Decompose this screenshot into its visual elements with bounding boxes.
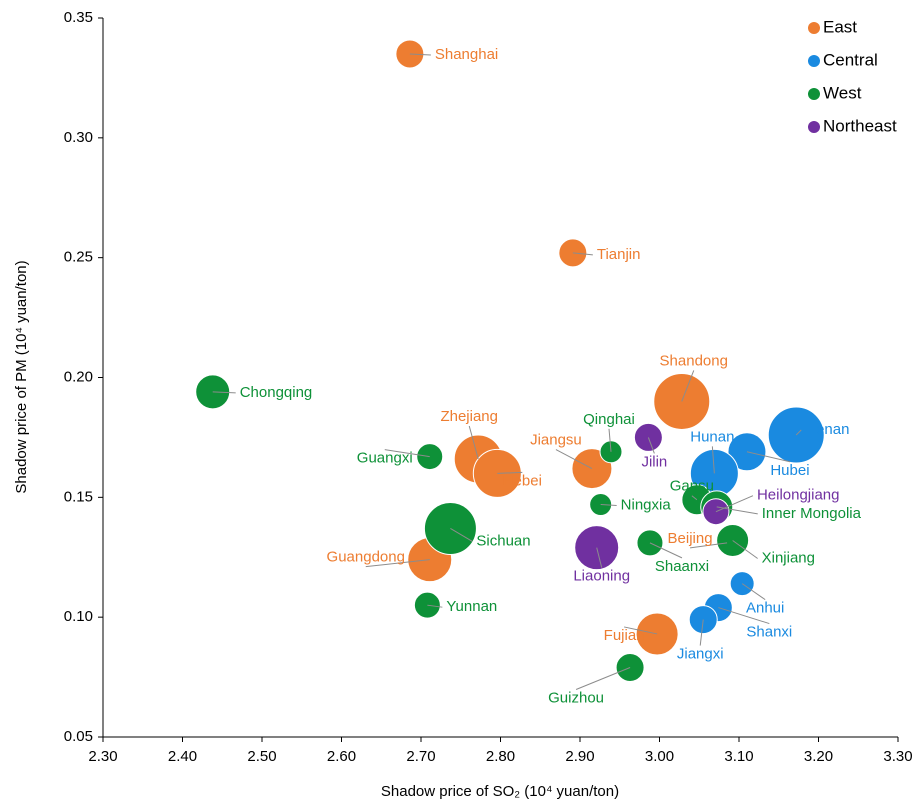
leader-line: [497, 471, 523, 474]
leader-line: [427, 604, 443, 608]
legend-marker: [808, 22, 820, 34]
point-label: Qinghai: [583, 411, 635, 428]
bubble: [702, 498, 730, 526]
point-label: Liaoning: [573, 568, 630, 585]
point-label: Anhui: [746, 600, 784, 617]
point-label: Ningxia: [621, 496, 672, 513]
leader-line: [690, 542, 728, 549]
leader-line: [212, 391, 236, 394]
leader-line: [608, 428, 612, 452]
x-tick-label: 3.00: [645, 748, 674, 765]
leader-line: [624, 626, 658, 635]
point-label: Guangdong: [327, 549, 405, 566]
x-tick-label: 3.30: [883, 748, 912, 765]
leader-line: [711, 446, 715, 474]
y-tick-label: 0.10: [64, 608, 93, 625]
point-label: Shaanxi: [655, 558, 709, 575]
point-label: Hubei: [770, 462, 809, 479]
point-label: Tianjin: [597, 246, 641, 263]
y-tick-label: 0.35: [64, 9, 93, 26]
legend-label: East: [823, 17, 857, 36]
point-label: Jiangxi: [677, 646, 724, 663]
x-tick-label: 2.90: [565, 748, 594, 765]
x-tick-label: 2.70: [406, 748, 435, 765]
point-label: Yunnan: [446, 598, 497, 615]
point-label: Heilongjiang: [757, 487, 840, 504]
point-label: Guizhou: [548, 689, 604, 706]
legend-marker: [808, 121, 820, 133]
point-label: Xinjiang: [762, 549, 815, 566]
point-label: Sichuan: [476, 532, 530, 549]
leader-line: [699, 619, 704, 646]
leader-line: [365, 559, 430, 568]
leader-line: [691, 495, 698, 501]
legend-marker: [808, 88, 820, 100]
point-label: Gansu: [670, 478, 714, 495]
leader-line: [715, 495, 754, 513]
point-label: Guangxi: [357, 450, 413, 467]
point-label: Fujian: [604, 627, 645, 644]
leader-line: [468, 425, 479, 460]
y-tick-label: 0.05: [64, 728, 93, 745]
leader-line: [741, 583, 766, 601]
leader-line: [384, 449, 430, 458]
x-tick-label: 2.80: [486, 748, 515, 765]
x-tick-label: 3.10: [724, 748, 753, 765]
x-tick-label: 2.40: [168, 748, 197, 765]
point-label: Chongqing: [240, 384, 313, 401]
point-label: Shanghai: [435, 46, 498, 63]
leader-line: [575, 667, 631, 690]
point-label: Jilin: [641, 453, 667, 470]
leader-line: [555, 449, 593, 470]
legend-label: West: [823, 83, 862, 102]
y-tick-label: 0.15: [64, 488, 93, 505]
legend-marker: [808, 55, 820, 67]
y-tick-label: 0.25: [64, 249, 93, 266]
leader-line: [746, 451, 791, 463]
leader-line: [572, 252, 593, 256]
x-axis-title: Shadow price of SO₂ (10⁴ yuan/ton): [381, 783, 619, 800]
leader-line: [409, 53, 431, 56]
y-axis-title: Shadow price of PM (10⁴ yuan/ton): [13, 260, 30, 493]
point-label: Henan: [805, 421, 849, 438]
point-label: Hebei: [503, 472, 542, 489]
x-tick-label: 2.60: [327, 748, 356, 765]
point-label: Zhejiang: [440, 408, 498, 425]
leader-line: [647, 437, 655, 454]
point-label: Shandong: [660, 352, 728, 369]
leader-line: [450, 528, 473, 542]
point-label: Hunan: [690, 428, 734, 445]
leader-line: [596, 547, 603, 568]
leader-line: [795, 429, 802, 436]
point-label: Beijing: [668, 530, 713, 547]
leader-line: [681, 370, 695, 402]
legend-label: Northeast: [823, 116, 897, 135]
point-label: Inner Mongolia: [762, 505, 862, 522]
leader-line: [732, 540, 758, 559]
x-tick-label: 2.50: [247, 748, 276, 765]
y-tick-label: 0.30: [64, 129, 93, 146]
x-tick-label: 2.30: [88, 748, 117, 765]
point-label: Shanxi: [746, 624, 792, 641]
legend-label: Central: [823, 50, 878, 69]
leader-line: [600, 504, 617, 507]
y-tick-label: 0.20: [64, 368, 93, 385]
point-label: Jiangsu: [530, 432, 582, 449]
leader-line: [649, 542, 683, 559]
leader-line: [718, 607, 770, 625]
x-tick-label: 3.20: [804, 748, 833, 765]
